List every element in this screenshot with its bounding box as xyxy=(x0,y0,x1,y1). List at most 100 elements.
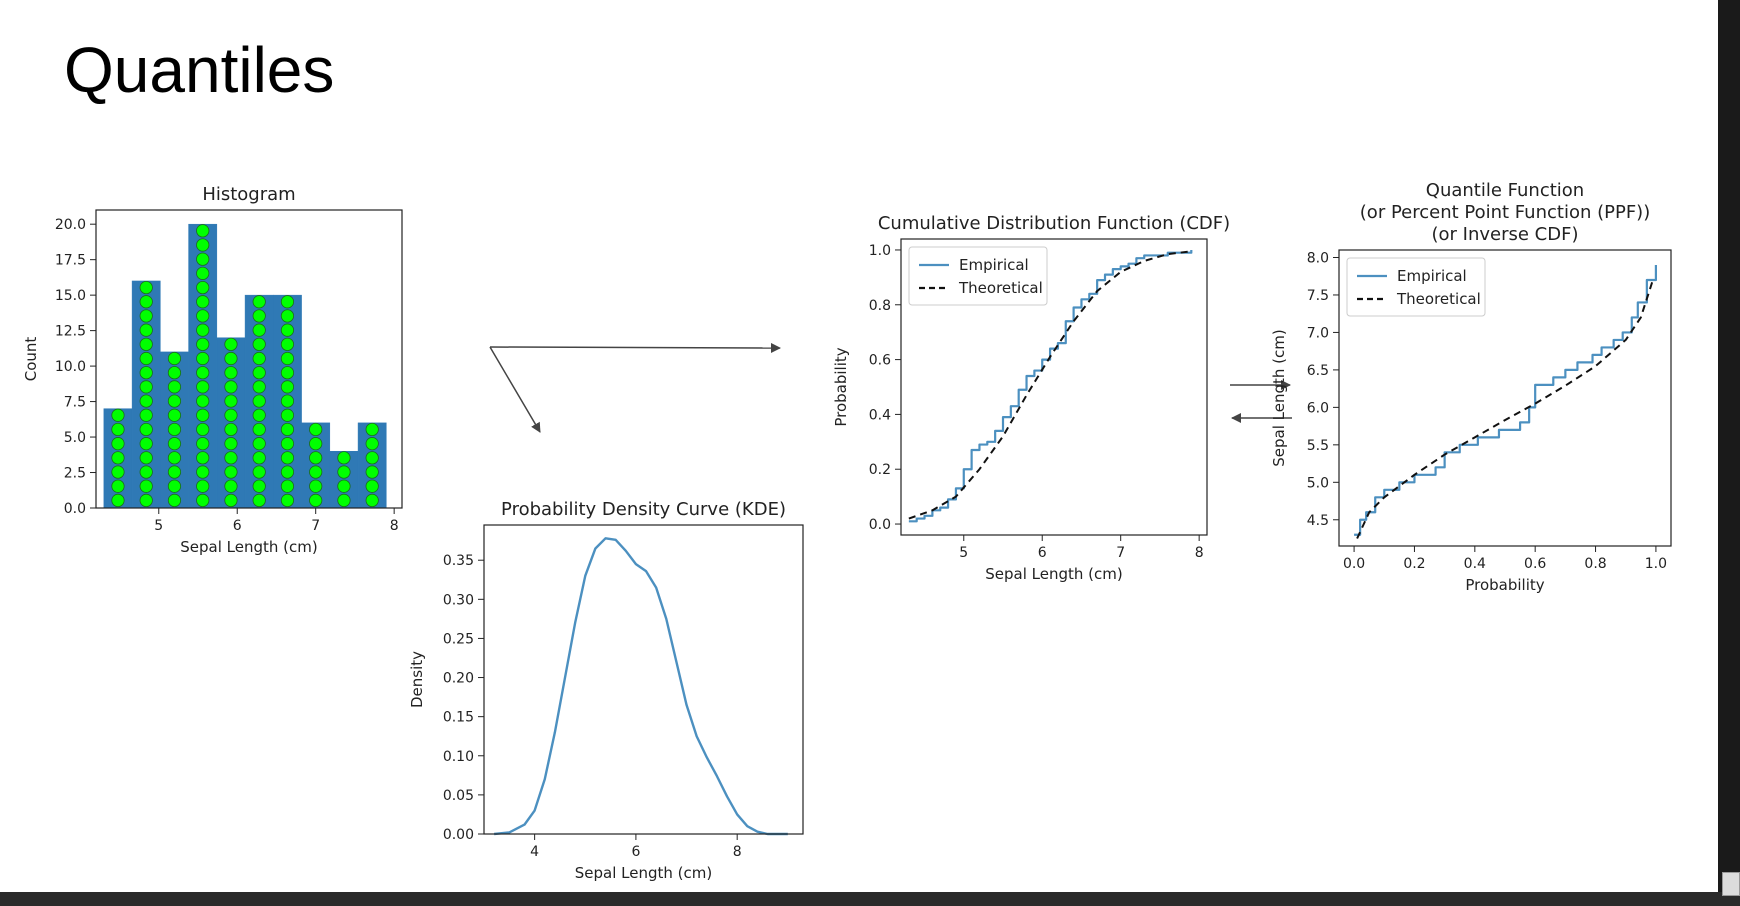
data-point-dot xyxy=(196,493,210,508)
data-point-dot xyxy=(224,493,238,508)
y-axis-label: Probability xyxy=(832,347,850,426)
y-tick-label: 7.5 xyxy=(1307,288,1329,304)
y-tick-label: 0.8 xyxy=(869,298,891,314)
data-point-dot xyxy=(167,437,182,451)
data-point-dot xyxy=(252,337,266,351)
data-point-dot xyxy=(365,437,379,451)
data-point-dot xyxy=(224,451,238,465)
y-axis-label: Count xyxy=(22,337,40,382)
y-tick-label: 7.0 xyxy=(1307,325,1329,341)
data-point-dot xyxy=(337,493,351,508)
y-tick-label: 0.10 xyxy=(443,749,474,765)
theoretical-line xyxy=(1356,279,1654,539)
bottom-edge xyxy=(0,892,1740,906)
data-point-dot xyxy=(167,351,182,366)
data-point-dot xyxy=(280,394,295,408)
data-point-dot xyxy=(280,351,295,366)
x-tick-label: 6 xyxy=(233,518,242,534)
x-tick-label: 6 xyxy=(631,844,640,860)
data-point-dot xyxy=(224,351,238,366)
data-point-dot xyxy=(196,351,210,366)
data-point-dot xyxy=(111,408,125,422)
y-tick-label: 0.2 xyxy=(869,462,891,478)
data-point-dot xyxy=(252,351,266,366)
empirical-line xyxy=(1354,264,1658,536)
data-point-dot xyxy=(224,366,238,380)
y-tick-label: 6.0 xyxy=(1307,400,1329,416)
chart-title: Probability Density Curve (KDE) xyxy=(501,499,786,520)
data-point-dot xyxy=(280,295,295,309)
y-tick-label: 2.5 xyxy=(64,466,86,482)
y-tick-label: 0.05 xyxy=(443,788,474,804)
y-tick-label: 15.0 xyxy=(55,288,86,304)
data-point-dot xyxy=(167,408,182,422)
x-tick-label: 5 xyxy=(154,518,163,534)
x-tick-label: 0.0 xyxy=(1343,556,1365,572)
y-tick-label: 8.0 xyxy=(1307,250,1329,266)
data-point-dot xyxy=(139,295,153,309)
x-tick-label: 8 xyxy=(390,518,399,534)
data-point-dot xyxy=(365,465,379,479)
histogram-chart: 5 6 7 8 0.0 2.5 5.0 7.5 10.0 12.5 15.0 17.5 20.0 Sepa… xyxy=(22,184,403,556)
data-point-dot xyxy=(224,479,238,493)
y-tick-label: 0.20 xyxy=(443,671,474,687)
data-point-dot xyxy=(252,295,266,309)
data-point-dot xyxy=(196,451,210,465)
y-tick-label: 5.0 xyxy=(1307,475,1329,491)
data-point-dot xyxy=(139,465,153,479)
x-tick-label: 6 xyxy=(1038,545,1047,561)
y-tick-label: 20.0 xyxy=(55,217,86,233)
data-point-dot xyxy=(252,366,266,380)
y-tick-label: 0.15 xyxy=(443,710,474,726)
data-point-dot xyxy=(139,422,153,437)
data-point-dot xyxy=(139,366,153,380)
data-point-dot xyxy=(167,366,182,380)
arrow-to-cdf xyxy=(489,342,781,353)
data-point-dot xyxy=(280,493,295,508)
data-point-dot xyxy=(280,323,295,337)
data-point-dot xyxy=(252,323,266,337)
data-point-dot xyxy=(309,422,323,437)
data-point-dot xyxy=(337,451,351,465)
data-point-dot xyxy=(167,394,182,408)
data-point-dot xyxy=(139,408,153,422)
data-point-dot xyxy=(167,493,182,508)
data-point-dot xyxy=(139,351,153,366)
data-point-dot xyxy=(139,451,153,465)
density-curve xyxy=(494,537,788,836)
data-point-dot xyxy=(224,394,238,408)
y-tick-label: 17.5 xyxy=(55,253,86,269)
data-point-dot xyxy=(196,380,210,394)
data-point-dot xyxy=(139,323,153,337)
plot-frame xyxy=(483,524,804,835)
data-point-dot xyxy=(280,465,295,479)
y-tick-label: 0.35 xyxy=(443,553,474,569)
data-point-dot xyxy=(252,309,266,323)
x-tick-label: 1.0 xyxy=(1645,556,1667,572)
data-point-dot xyxy=(252,422,266,437)
y-axis-label: Sepal Length (cm) xyxy=(1270,329,1288,466)
chart-title: (or Percent Point Function (PPF)) xyxy=(1360,202,1650,223)
x-tick-label: 8 xyxy=(1195,545,1204,561)
data-point-dot xyxy=(111,437,125,451)
data-point-dot xyxy=(337,479,351,493)
data-point-dot xyxy=(252,465,266,479)
ppf-chart: 0.0 0.2 0.4 0.6 0.8 1.0 4.5 5.0 5.5 6.0 6.5 7.0 7.5 8… xyxy=(1270,180,1672,594)
x-tick-label: 0.2 xyxy=(1403,556,1425,572)
x-tick-label: 4 xyxy=(530,844,539,860)
chart-title: Quantile Function xyxy=(1426,180,1584,201)
chart-title: Histogram xyxy=(202,184,295,205)
data-point-dot xyxy=(224,437,238,451)
data-point-dot xyxy=(139,493,153,508)
data-point-dot xyxy=(196,408,210,422)
x-tick-label: 8 xyxy=(733,844,742,860)
data-point-dot xyxy=(280,366,295,380)
data-point-dot xyxy=(111,465,125,479)
data-point-dot xyxy=(224,422,238,437)
y-tick-label: 0.4 xyxy=(869,407,891,423)
data-point-dot xyxy=(309,465,323,479)
x-axis-label: Sepal Length (cm) xyxy=(180,538,317,556)
data-point-dot xyxy=(280,422,295,437)
x-axis-label: Sepal Length (cm) xyxy=(575,864,712,882)
data-point-dot xyxy=(309,493,323,508)
